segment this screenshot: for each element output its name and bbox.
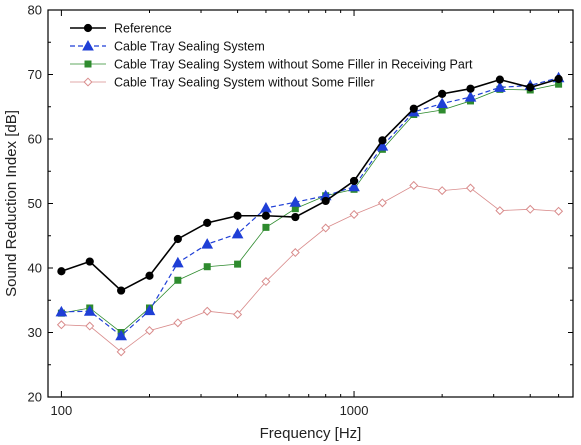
data-point — [436, 97, 448, 109]
legend-item: Cable Tray Sealing System — [70, 40, 265, 54]
data-point — [234, 260, 242, 268]
legend-label: Reference — [114, 22, 172, 36]
data-point — [526, 83, 535, 92]
series-4 — [56, 180, 564, 357]
data-point — [554, 74, 563, 84]
y-tick-label: 30 — [28, 325, 42, 340]
data-point — [233, 309, 243, 319]
data-point — [57, 267, 66, 276]
data-point — [321, 196, 330, 206]
data-point — [409, 104, 418, 113]
data-point — [231, 227, 244, 239]
data-point — [349, 176, 359, 186]
y-tick-label: 80 — [28, 3, 42, 18]
y-tick-label: 20 — [28, 390, 42, 405]
data-point — [321, 223, 331, 233]
series-3 — [57, 80, 563, 336]
x-tick-label: 100 — [51, 403, 73, 418]
data-point — [171, 256, 184, 268]
data-point — [85, 321, 95, 331]
legend-label: Cable Tray Sealing System without Some F… — [114, 58, 473, 72]
data-point — [173, 318, 183, 328]
data-point — [554, 206, 564, 216]
legend-marker — [84, 60, 92, 68]
data-point — [260, 201, 272, 213]
legend-label: Cable Tray Sealing System — [114, 40, 265, 54]
series-line — [61, 185, 559, 353]
data-point — [203, 263, 211, 271]
data-point — [466, 84, 475, 93]
y-axis-title: Sound Reduction Index [dB] — [3, 110, 20, 297]
data-point — [495, 206, 505, 216]
y-tick-label: 70 — [28, 67, 42, 82]
data-point — [438, 89, 447, 98]
data-point — [290, 248, 300, 258]
data-point — [464, 91, 477, 102]
axes-layer: 20 30 40 50 60 70 80 100 1000 — [28, 3, 573, 418]
data-point — [144, 326, 154, 336]
y-tick-label: 40 — [28, 261, 42, 276]
legend-marker — [83, 77, 93, 87]
legend-item: Cable Tray Sealing System without Some F… — [70, 58, 473, 72]
data-point — [174, 276, 182, 284]
data-point — [377, 198, 387, 208]
x-axis-title: Frequency [Hz] — [260, 425, 362, 442]
data-point — [409, 180, 419, 190]
data-point — [376, 140, 389, 151]
series-line — [61, 78, 559, 292]
data-point — [173, 234, 182, 244]
data-point — [494, 81, 506, 92]
y-tick-label: 50 — [28, 196, 42, 211]
data-point — [202, 306, 212, 316]
legend-marker — [82, 39, 94, 51]
data-point — [201, 238, 214, 249]
data-point — [116, 347, 126, 357]
data-point — [349, 209, 359, 219]
series-1 — [57, 74, 563, 295]
series-layer — [55, 71, 565, 357]
data-point — [55, 305, 68, 317]
legend-label: Cable Tray Sealing System without Some F… — [114, 76, 375, 90]
data-point — [83, 305, 96, 316]
legend-marker — [83, 23, 93, 33]
data-point — [85, 257, 94, 266]
x-tick-label: 1000 — [340, 403, 369, 418]
data-point — [495, 75, 504, 84]
data-point — [145, 271, 154, 280]
series-line — [61, 83, 559, 334]
legend-item: Reference — [70, 22, 172, 36]
data-point — [465, 183, 476, 193]
data-point — [261, 211, 271, 220]
data-point — [143, 304, 156, 316]
data-point — [56, 320, 66, 330]
data-point — [291, 212, 300, 222]
y-tick-label: 60 — [28, 132, 42, 147]
data-point — [203, 218, 212, 227]
data-point — [115, 329, 127, 341]
data-point — [261, 277, 271, 287]
data-point — [437, 186, 447, 196]
data-point — [233, 211, 242, 220]
data-point — [525, 204, 535, 214]
data-point — [378, 136, 387, 145]
data-point — [117, 286, 126, 295]
series-line — [61, 77, 559, 337]
series-2 — [55, 71, 565, 341]
legend-item: Cable Tray Sealing System without Some F… — [70, 76, 375, 90]
legend: Reference Cable Tray Sealing System Cable … — [70, 22, 473, 90]
data-point — [289, 196, 302, 207]
data-point — [262, 223, 270, 231]
data-point — [348, 180, 360, 192]
